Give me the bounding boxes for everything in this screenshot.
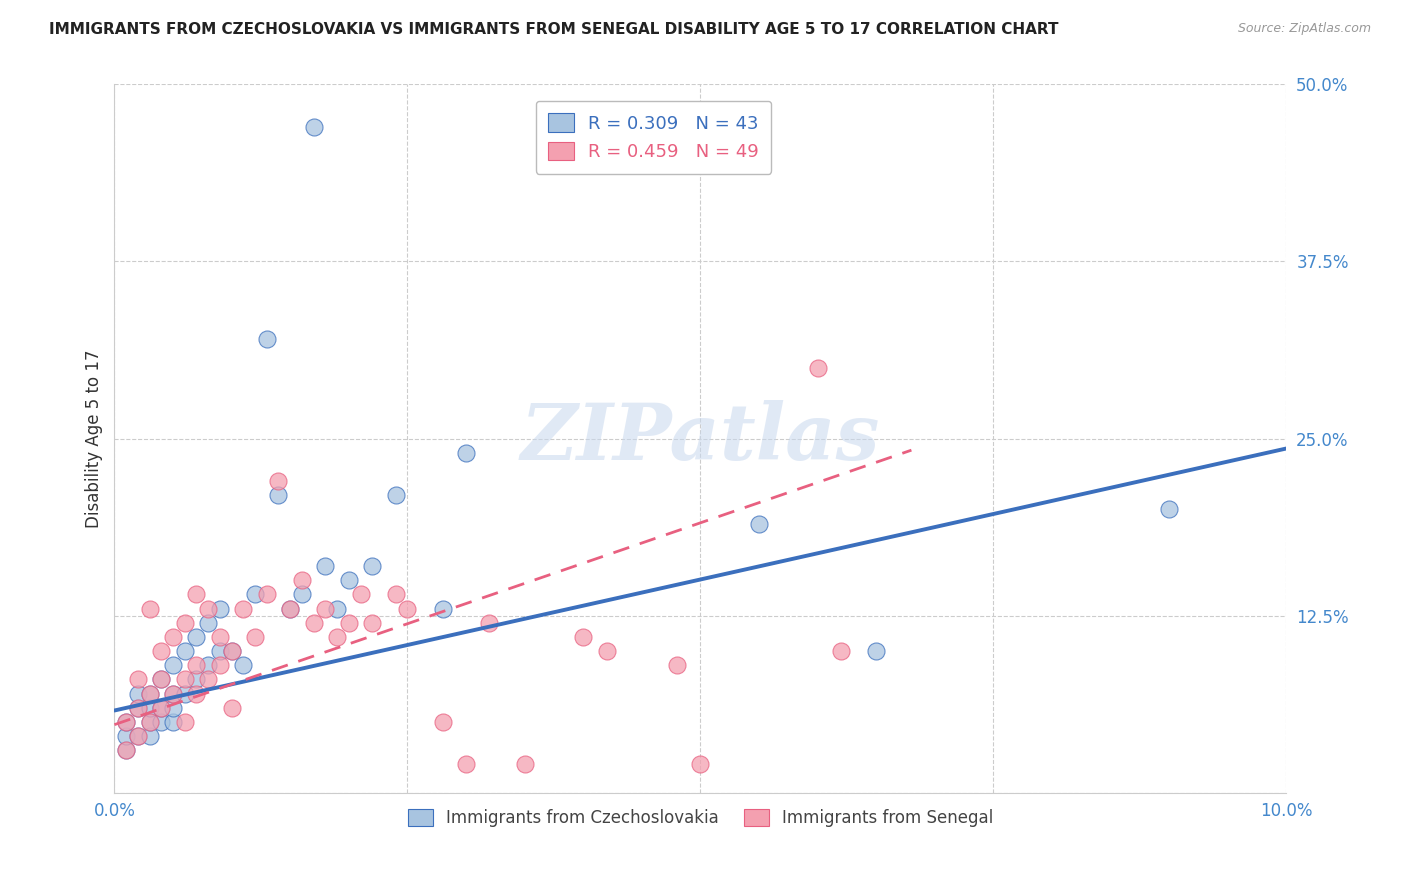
Point	[278, 601, 301, 615]
Point	[666, 658, 689, 673]
Legend: Immigrants from Czechoslovakia, Immigrants from Senegal: Immigrants from Czechoslovakia, Immigran…	[401, 803, 1000, 834]
Point	[173, 686, 195, 700]
Point	[138, 686, 160, 700]
Text: IMMIGRANTS FROM CZECHOSLOVAKIA VS IMMIGRANTS FROM SENEGAL DISABILITY AGE 5 TO 17: IMMIGRANTS FROM CZECHOSLOVAKIA VS IMMIGR…	[49, 22, 1059, 37]
Point	[337, 615, 360, 630]
Point	[291, 573, 314, 587]
Point	[361, 615, 384, 630]
Y-axis label: Disability Age 5 to 17: Disability Age 5 to 17	[86, 350, 103, 528]
Point	[221, 700, 243, 714]
Point	[432, 601, 454, 615]
Point	[115, 714, 138, 729]
Point	[256, 332, 278, 346]
Point	[396, 601, 419, 615]
Point	[232, 658, 254, 673]
Point	[267, 488, 290, 502]
Point	[513, 757, 536, 772]
Point	[173, 615, 195, 630]
Point	[127, 686, 149, 700]
Point	[208, 630, 231, 644]
Point	[689, 757, 711, 772]
Text: Source: ZipAtlas.com: Source: ZipAtlas.com	[1237, 22, 1371, 36]
Point	[127, 673, 149, 687]
Point	[138, 714, 160, 729]
Point	[595, 644, 617, 658]
Point	[173, 714, 195, 729]
Point	[572, 630, 595, 644]
Point	[138, 700, 160, 714]
Point	[302, 615, 325, 630]
Point	[326, 601, 349, 615]
Point	[162, 630, 184, 644]
Point	[326, 630, 349, 644]
Point	[173, 673, 195, 687]
Point	[150, 673, 173, 687]
Point	[138, 729, 160, 743]
Point	[197, 601, 219, 615]
Point	[162, 714, 184, 729]
Point	[127, 700, 149, 714]
Point	[807, 360, 830, 375]
Point	[221, 644, 243, 658]
Point	[314, 601, 336, 615]
Point	[748, 516, 770, 531]
Point	[115, 743, 138, 757]
Point	[150, 700, 173, 714]
Point	[314, 559, 336, 574]
Point	[197, 615, 219, 630]
Point	[208, 658, 231, 673]
Point	[243, 587, 266, 601]
Point	[830, 644, 852, 658]
Point	[138, 714, 160, 729]
Point	[162, 700, 184, 714]
Point	[208, 644, 231, 658]
Point	[232, 601, 254, 615]
Point	[162, 686, 184, 700]
Point	[865, 644, 887, 658]
Point	[337, 573, 360, 587]
Point	[432, 714, 454, 729]
Point	[186, 673, 208, 687]
Point	[384, 587, 406, 601]
Point	[138, 686, 160, 700]
Point	[127, 729, 149, 743]
Point	[361, 559, 384, 574]
Point	[162, 686, 184, 700]
Point	[150, 673, 173, 687]
Point	[186, 658, 208, 673]
Point	[186, 587, 208, 601]
Point	[150, 700, 173, 714]
Point	[186, 630, 208, 644]
Point	[349, 587, 371, 601]
Point	[208, 601, 231, 615]
Point	[302, 120, 325, 134]
Point	[150, 644, 173, 658]
Point	[267, 474, 290, 488]
Point	[291, 587, 314, 601]
Point	[173, 644, 195, 658]
Point	[127, 700, 149, 714]
Text: ZIPatlas: ZIPatlas	[520, 401, 880, 477]
Point	[454, 446, 477, 460]
Point	[127, 729, 149, 743]
Point	[384, 488, 406, 502]
Point	[197, 673, 219, 687]
Point	[115, 729, 138, 743]
Point	[115, 743, 138, 757]
Point	[162, 658, 184, 673]
Point	[115, 714, 138, 729]
Point	[478, 615, 501, 630]
Point	[256, 587, 278, 601]
Point	[278, 601, 301, 615]
Point	[138, 601, 160, 615]
Point	[186, 686, 208, 700]
Point	[221, 644, 243, 658]
Point	[243, 630, 266, 644]
Point	[454, 757, 477, 772]
Point	[197, 658, 219, 673]
Point	[1159, 502, 1181, 516]
Point	[150, 714, 173, 729]
